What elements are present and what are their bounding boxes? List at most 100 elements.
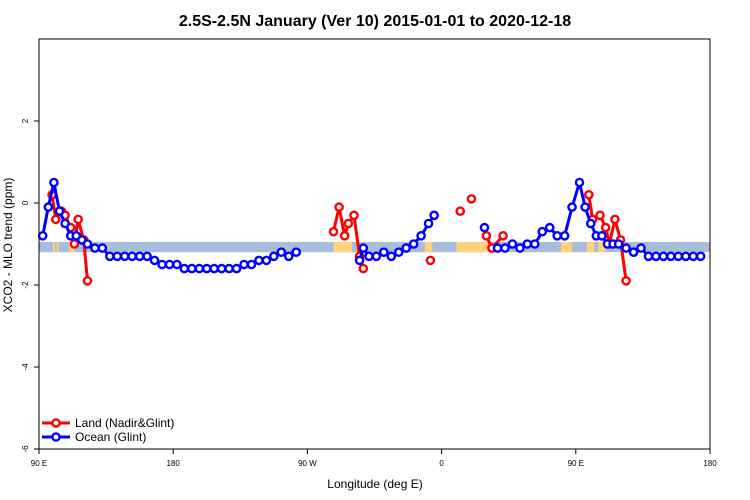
data-point-ocean: [386, 251, 397, 262]
y-tick-label: -6: [21, 445, 30, 453]
data-point-ocean: [479, 222, 490, 233]
data-point-land: [600, 222, 611, 233]
data-point-ocean: [408, 239, 419, 249]
data-point-land: [455, 206, 466, 216]
data-point-ocean: [628, 247, 639, 257]
data-point-land: [328, 226, 339, 237]
data-point-ocean: [164, 259, 175, 270]
data-point-ocean: [82, 239, 93, 249]
data-point-ocean: [179, 263, 190, 274]
data-point-land: [343, 218, 354, 229]
data-point-ocean: [231, 263, 242, 274]
data-point-ocean: [529, 239, 540, 249]
band-highlight: [586, 241, 595, 253]
x-tick-label: 90 E: [31, 459, 47, 468]
data-point-ocean: [416, 230, 426, 241]
data-point-ocean: [559, 230, 570, 241]
data-point-ocean: [401, 243, 411, 253]
data-point-ocean: [149, 255, 160, 266]
data-point-ocean: [54, 206, 65, 216]
data-point-land: [481, 230, 492, 241]
data-point-ocean: [358, 243, 369, 253]
band-highlight: [560, 241, 573, 253]
data-point-ocean: [515, 243, 525, 253]
data-point-ocean: [194, 263, 205, 274]
y-axis-label: XCO2 - MLO trend (ppm): [1, 178, 15, 313]
band: [39, 241, 710, 253]
data-point-land: [334, 202, 344, 212]
data-point-ocean: [673, 251, 684, 262]
data-point-ocean: [537, 226, 548, 237]
data-point-ocean: [492, 243, 503, 253]
y-axis: -6 -4 -2 0 2: [21, 118, 39, 453]
data-point-land: [339, 230, 350, 241]
data-point-ocean: [354, 255, 365, 266]
data-point-land: [73, 214, 83, 225]
data-point-ocean: [60, 218, 70, 229]
band-highlight: [598, 241, 606, 253]
data-point-ocean: [291, 247, 302, 257]
data-point-ocean: [585, 218, 596, 229]
data-point-land: [425, 255, 436, 266]
data-point-ocean: [379, 247, 389, 257]
data-point-ocean: [522, 239, 533, 249]
band-highlight: [424, 241, 433, 253]
data-point-ocean: [621, 243, 631, 253]
series-layer: [37, 177, 706, 286]
data-point-land: [358, 263, 369, 274]
data-point-ocean: [261, 255, 272, 266]
data-point-ocean: [364, 251, 374, 262]
data-point-ocean: [97, 243, 108, 253]
data-point-ocean: [134, 251, 145, 262]
data-point-ocean: [49, 177, 59, 188]
data-point-ocean: [500, 243, 510, 253]
data-point-ocean: [597, 230, 607, 241]
data-point-ocean: [580, 202, 590, 212]
data-point-ocean: [666, 251, 676, 262]
data-point-ocean: [209, 263, 220, 274]
x-axis-label: Longitude (deg E): [327, 477, 422, 491]
data-point-ocean: [43, 202, 54, 212]
data-point-land: [69, 239, 80, 249]
x-tick-label: 90 E: [568, 459, 584, 468]
data-point-ocean: [371, 251, 382, 262]
legend-label-ocean: Ocean (Glint): [75, 430, 146, 444]
data-point-ocean: [105, 251, 115, 262]
data-point-ocean: [224, 263, 234, 274]
data-point-ocean: [269, 251, 279, 262]
x-tick-label: 90 W: [298, 459, 317, 468]
data-point-ocean: [172, 259, 182, 270]
data-point-ocean: [688, 251, 699, 262]
data-point-ocean: [429, 210, 439, 221]
data-point-land: [610, 214, 620, 225]
data-point-ocean: [567, 202, 577, 212]
data-point-ocean: [276, 247, 287, 257]
band-highlight: [333, 241, 353, 253]
data-point-ocean: [283, 251, 294, 262]
data-point-land: [584, 189, 594, 200]
legend-marker-ocean: [51, 432, 61, 442]
data-point-ocean: [157, 259, 167, 270]
data-point-ocean: [254, 255, 264, 266]
data-point-ocean: [544, 222, 555, 233]
x-tick-label: 180: [167, 459, 181, 468]
series-ocean: [37, 177, 706, 274]
band-highlight: [456, 241, 491, 253]
series-land: [47, 189, 631, 286]
x-tick-label: 180: [703, 459, 717, 468]
data-point-land: [621, 276, 631, 286]
data-point-ocean: [507, 239, 518, 249]
data-point-ocean: [680, 251, 691, 262]
data-point-ocean: [613, 239, 624, 249]
y-tick-label: 2: [21, 118, 30, 123]
legend-label-land: Land (Nadir&Glint): [75, 416, 174, 430]
data-point-ocean: [216, 263, 227, 274]
data-point-land: [498, 230, 508, 241]
data-point-ocean: [552, 230, 562, 241]
data-point-land: [50, 214, 61, 225]
data-point-ocean: [695, 251, 706, 262]
data-point-ocean: [246, 259, 257, 270]
legend: Land (Nadir&Glint)Ocean (Glint): [42, 416, 174, 444]
y-tick-label: 0: [21, 200, 30, 205]
